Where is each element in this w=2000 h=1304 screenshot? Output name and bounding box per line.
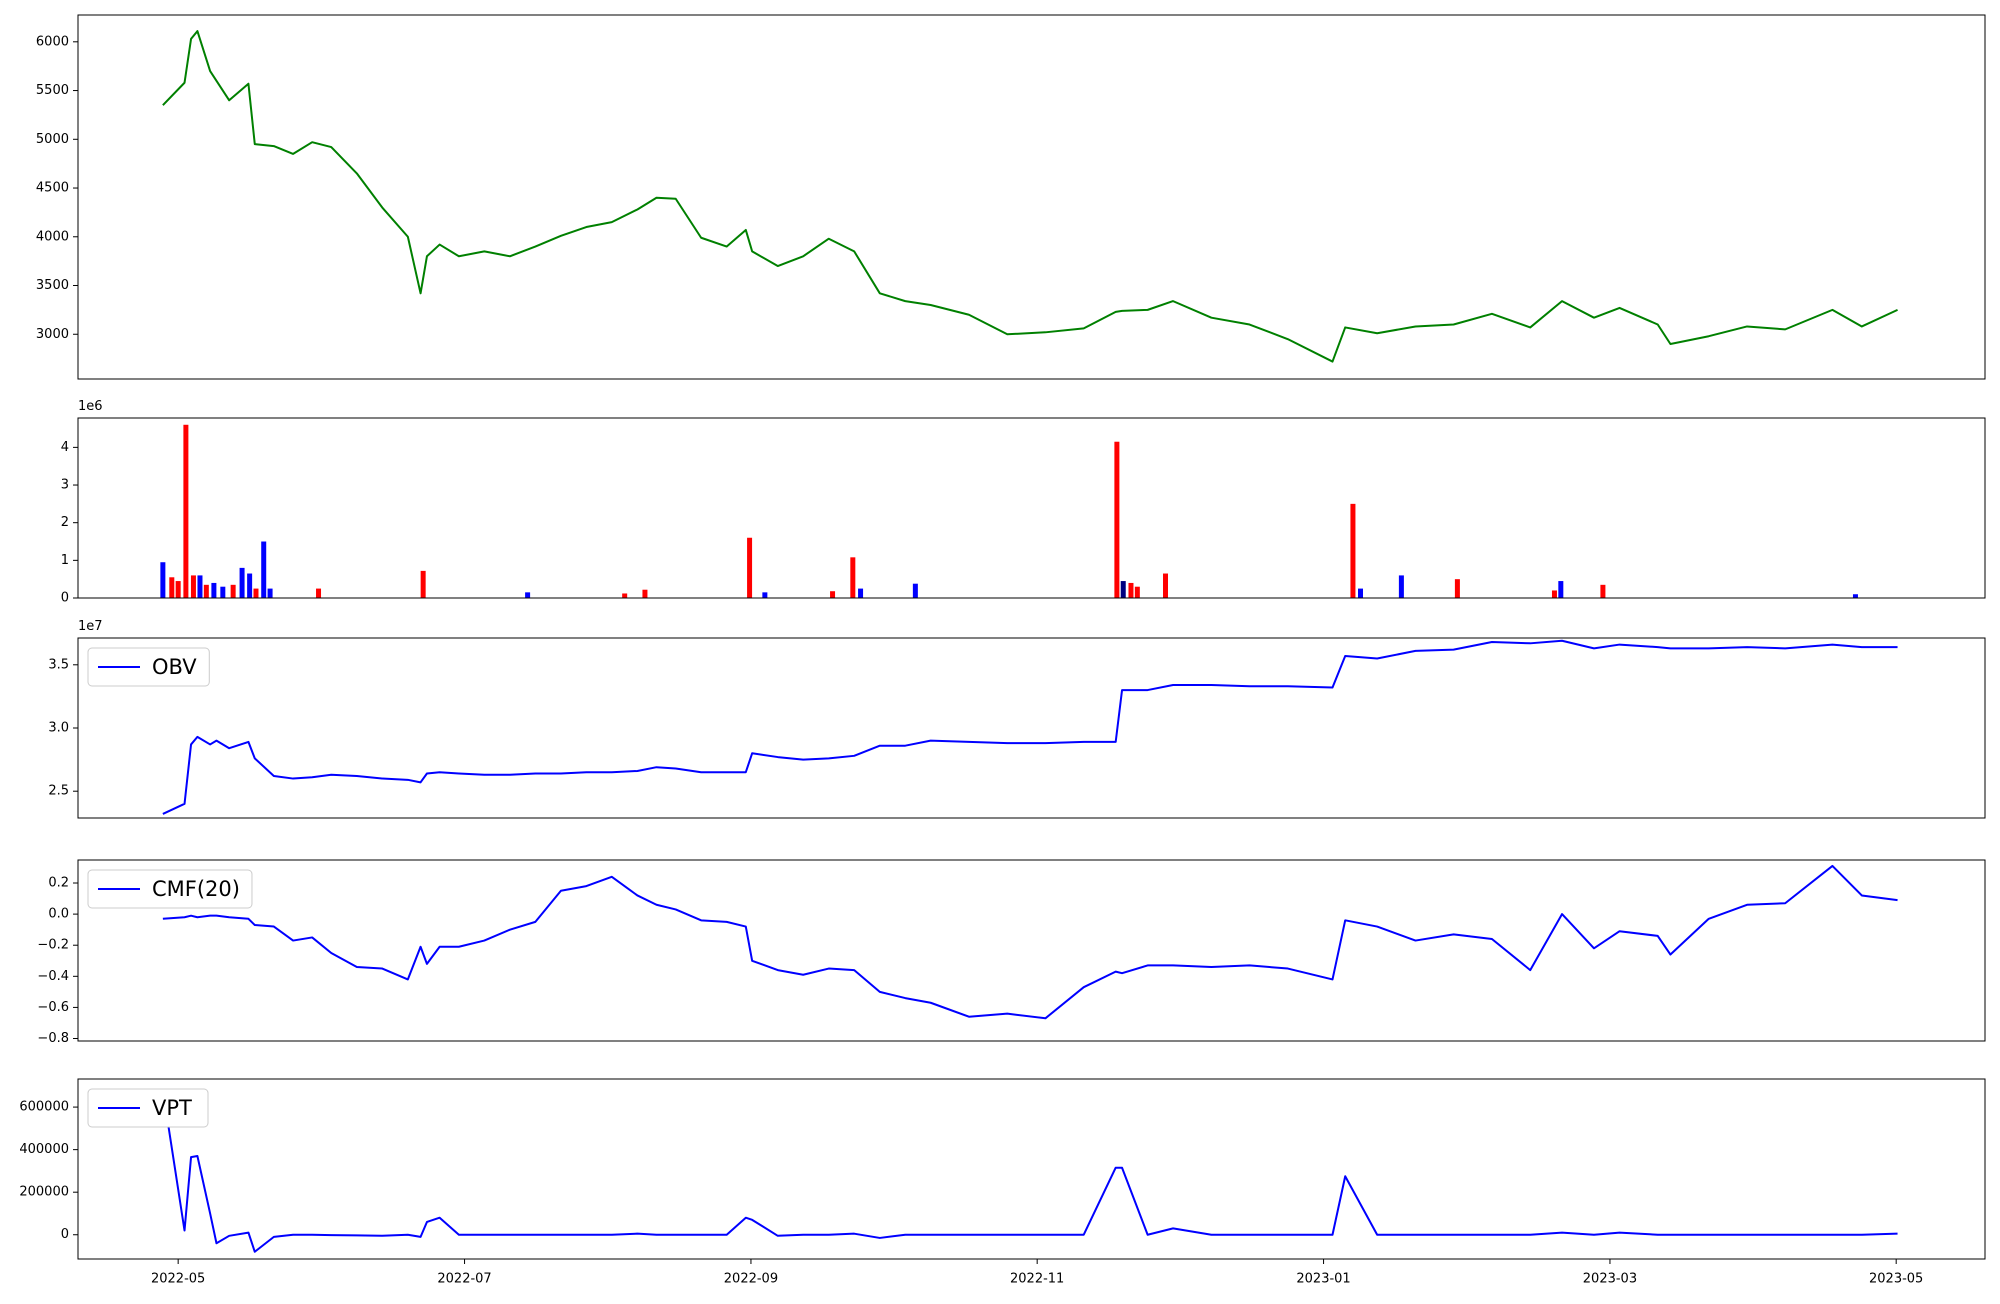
volume-bar [220, 586, 226, 598]
volume-bar [1852, 594, 1858, 598]
volume-bar [1128, 582, 1134, 598]
y-tick-label: 0.0 [48, 907, 69, 922]
axes-frame [77, 637, 1986, 819]
volume-bar [525, 592, 531, 598]
volume-bar [1551, 590, 1557, 598]
volume-bar [830, 591, 836, 598]
x-tick-label: 2022-11 [1010, 1272, 1064, 1287]
volume-bar [1600, 584, 1606, 598]
volume-bar [267, 588, 273, 598]
volume-bar [175, 581, 181, 598]
series-line [162, 864, 1898, 1020]
legend-label: OBV [152, 655, 197, 679]
volume-bar [197, 575, 203, 598]
volume-bar [1134, 586, 1140, 598]
panel: 0 200000 400000 600000 2022-05 2022-07 2022-09… [19, 1078, 1986, 1287]
y-tick-label: −0.8 [37, 1031, 69, 1046]
volume-bar [762, 592, 768, 598]
volume-bar [190, 575, 196, 598]
volume-bar [858, 588, 864, 598]
x-tick-label: 2022-09 [724, 1272, 778, 1287]
axis-offset-label: 1e7 [78, 619, 103, 634]
y-tick-label: 4000 [36, 229, 69, 244]
volume-bar [169, 577, 175, 598]
volume-bar [747, 537, 753, 598]
volume-bar [1120, 581, 1126, 598]
volume-bar [1163, 573, 1169, 598]
volume-bar [211, 582, 217, 598]
volume-bar [203, 584, 209, 598]
x-tick-label: 2023-05 [1869, 1272, 1923, 1287]
legend-box [87, 647, 210, 687]
y-tick-label: 0.2 [48, 876, 69, 891]
y-tick-label: 400000 [19, 1142, 69, 1157]
x-tick-label: 2023-01 [1296, 1272, 1350, 1287]
y-tick-label: 2 [61, 515, 69, 530]
volume-bar [420, 570, 426, 598]
panel: 2.5 3.0 3.5 1e7 OBV [48, 619, 1986, 819]
x-tick-label: 2023-03 [1583, 1272, 1637, 1287]
volume-bar [253, 588, 259, 598]
volume-bar [1454, 579, 1460, 598]
volume-bar [316, 588, 322, 598]
y-tick-label: 3000 [36, 327, 69, 342]
volume-bar [160, 562, 166, 598]
y-tick-label: 3.0 [48, 721, 69, 736]
y-tick-label: 5500 [36, 83, 69, 98]
y-tick-label: 3.5 [48, 657, 69, 672]
legend-label: VPT [152, 1096, 192, 1120]
legend-label: CMF(20) [152, 877, 240, 901]
y-tick-label: 4500 [36, 181, 69, 196]
legend-box [87, 1088, 209, 1128]
volume-bar [1350, 503, 1356, 598]
volume-bar [239, 567, 245, 598]
y-tick-label: −0.6 [37, 1000, 69, 1015]
axis-offset-label: 1e6 [78, 399, 103, 414]
axes-frame [77, 1078, 1986, 1260]
y-tick-label: 200000 [19, 1185, 69, 1200]
y-tick-label: 1 [61, 553, 69, 568]
volume-bar [1358, 588, 1364, 598]
volume-bar [1398, 575, 1404, 598]
axes-frame [77, 859, 1986, 1042]
volume-bar [183, 424, 189, 598]
y-tick-label: 3500 [36, 278, 69, 293]
volume-bar [230, 584, 236, 598]
y-tick-label: 4 [61, 440, 69, 455]
y-tick-label: 0 [61, 591, 69, 606]
y-tick-label: −0.4 [37, 969, 69, 984]
volume-bar [1558, 581, 1564, 598]
volume-bar [247, 573, 253, 598]
volume-bar [622, 593, 628, 598]
y-tick-label: 5000 [36, 132, 69, 147]
panel: −0.8 −0.6 −0.4 −0.2 0.0 0.2 CMF(20) [37, 859, 1986, 1046]
y-tick-label: 3 [61, 478, 69, 493]
volume-bar [912, 583, 918, 598]
y-tick-label: 0 [61, 1227, 69, 1242]
volume-bar [642, 589, 648, 598]
panel: 3000 3500 4000 4500 5000 5500 6000 [36, 14, 1986, 380]
axes-frame [77, 14, 1986, 380]
legend-box [87, 869, 253, 909]
y-tick-label: 2.5 [48, 784, 69, 799]
volume-bar [850, 557, 856, 598]
series-line [162, 639, 1898, 815]
series-line [162, 30, 1898, 363]
panel: 0 1 2 3 4 1e6 [61, 399, 1986, 606]
y-tick-label: 6000 [36, 34, 69, 49]
axes-frame [77, 417, 1986, 599]
y-tick-label: 600000 [19, 1100, 69, 1115]
x-tick-label: 2022-05 [151, 1272, 205, 1287]
volume-bar [1114, 441, 1120, 598]
volume-bar [261, 541, 267, 598]
series-line [161, 1089, 1898, 1253]
x-tick-label: 2022-07 [437, 1272, 491, 1287]
y-tick-label: −0.2 [37, 938, 69, 953]
